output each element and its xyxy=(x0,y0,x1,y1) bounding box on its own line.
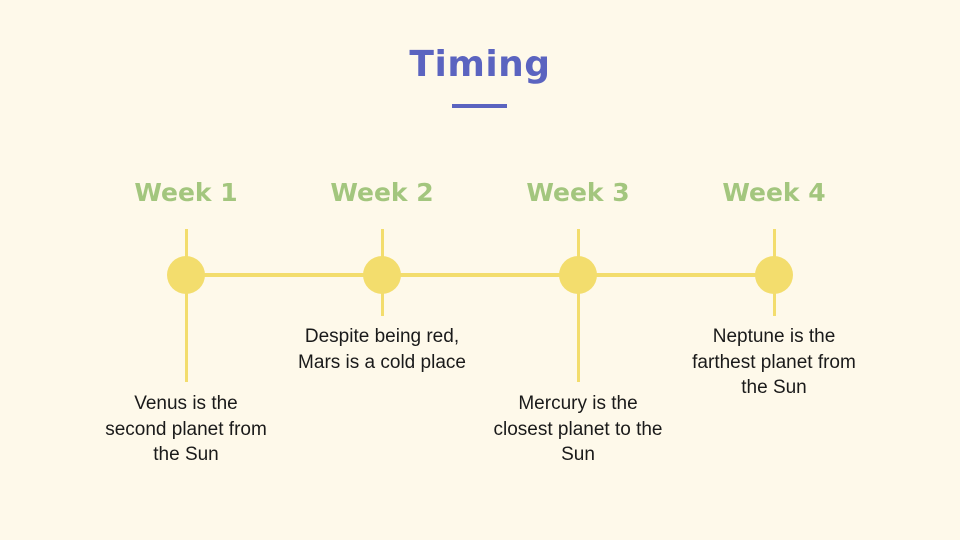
timeline-line xyxy=(185,273,774,277)
week-3-connector xyxy=(577,229,580,382)
week-2-label: Week 2 xyxy=(330,178,434,207)
week-4-description: Neptune is the farthest planet from the … xyxy=(692,326,856,398)
title-underline xyxy=(452,104,507,108)
week-1-milestone-dot xyxy=(167,256,205,294)
week-1-description: Venus is the second planet from the Sun xyxy=(105,393,267,465)
week-4-label: Week 4 xyxy=(722,178,826,207)
week-1-label: Week 1 xyxy=(134,178,238,207)
week-3-description: Mercury is the closest planet to the Sun xyxy=(493,393,663,465)
week-3-label: Week 3 xyxy=(526,178,630,207)
week-1-connector xyxy=(185,229,188,382)
slide-title: Timing xyxy=(409,44,551,85)
week-4-milestone-dot xyxy=(755,256,793,294)
week-2-milestone-dot xyxy=(363,256,401,294)
week-3-milestone-dot xyxy=(559,256,597,294)
week-2-description: Despite being red, Mars is a cold place xyxy=(298,326,466,373)
